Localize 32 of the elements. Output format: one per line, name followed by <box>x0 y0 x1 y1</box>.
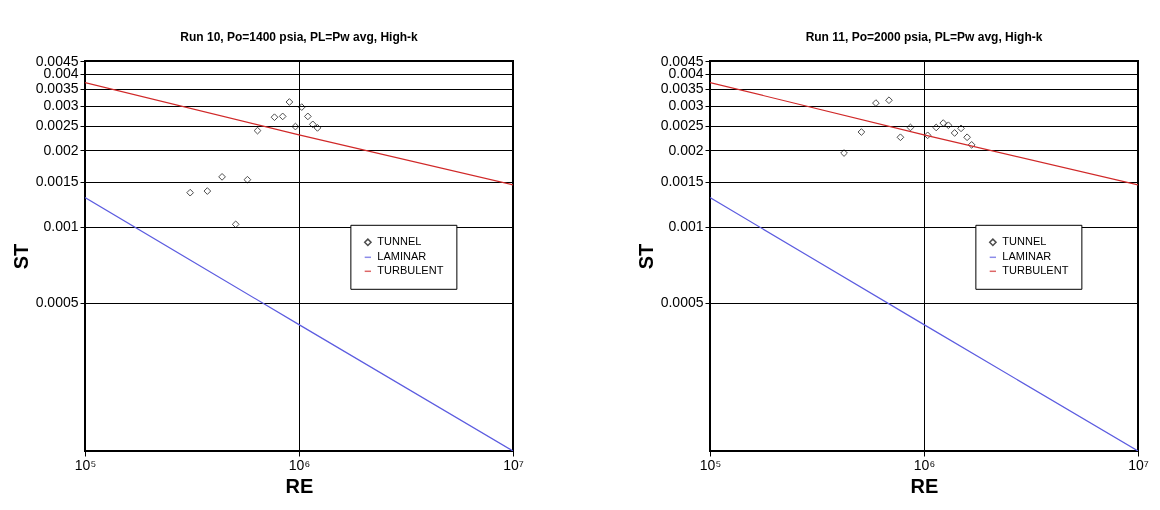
chart-title: Run 10, Po=1400 psia, PL=Pw avg, High-k <box>180 30 419 44</box>
y-tick-label: 0.002 <box>668 141 704 158</box>
legend-label: TURBULENT <box>377 264 444 277</box>
y-tick-label: 0.0035 <box>660 80 704 97</box>
x-tick-label: 10⁷ <box>503 456 524 473</box>
y-tick-label: 0.0005 <box>660 294 704 311</box>
legend-label: TUNNEL <box>1002 235 1047 248</box>
x-axis-title: RE <box>285 474 314 497</box>
x-tick-label: 10⁵ <box>74 456 97 473</box>
y-tick-label: 0.0005 <box>35 294 79 311</box>
y-tick-label: 0.002 <box>43 141 79 158</box>
y-tick-label: 0.0025 <box>35 117 79 134</box>
legend-label: LAMINAR <box>377 250 427 263</box>
x-tick-label: 10⁷ <box>1128 456 1149 473</box>
legend-label: TUNNEL <box>377 235 422 248</box>
y-tick-label: 0.003 <box>668 97 704 114</box>
legend-label: LAMINAR <box>1002 250 1052 263</box>
y-tick-label: 0.001 <box>668 218 704 234</box>
x-tick-label: 10⁶ <box>913 456 936 473</box>
y-tick-label: 0.003 <box>43 97 79 114</box>
y-axis-title: ST <box>9 243 32 270</box>
y-axis-title: ST <box>634 243 657 270</box>
legend-label: TURBULENT <box>1002 264 1069 277</box>
y-tick-label: 0.001 <box>43 218 79 234</box>
y-tick-label: 0.0015 <box>660 173 704 190</box>
x-tick-label: 10⁵ <box>699 456 722 473</box>
chart-title: Run 11, Po=2000 psia, PL=Pw avg, High-k <box>805 30 1043 44</box>
x-axis-title: RE <box>910 474 939 497</box>
y-tick-label: 0.0025 <box>660 117 704 134</box>
x-tick-label: 10⁶ <box>288 456 311 473</box>
y-tick-label: 0.0015 <box>35 173 79 190</box>
y-tick-label: 0.0035 <box>35 80 79 97</box>
